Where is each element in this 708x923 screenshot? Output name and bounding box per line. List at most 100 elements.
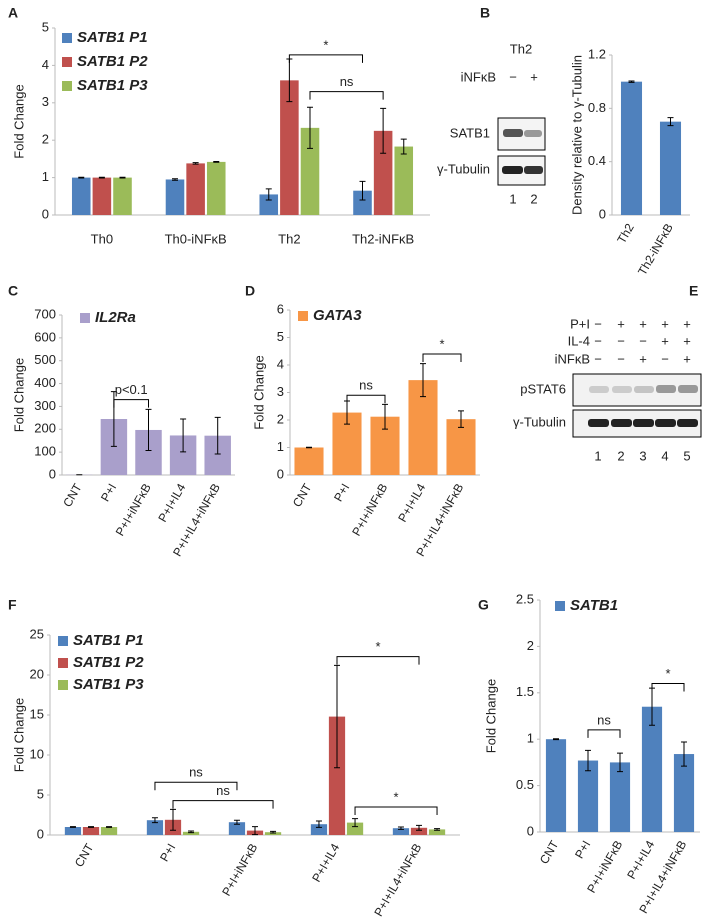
condition-label: P+I	[570, 316, 590, 331]
panel-letter: F	[8, 597, 17, 613]
legend-label: SATB1	[570, 597, 618, 614]
lane-number: 5	[683, 448, 690, 463]
bar	[577, 760, 599, 832]
significance-label: ns	[597, 712, 611, 727]
bar	[392, 828, 410, 835]
band-label: pSTAT6	[520, 381, 566, 396]
y-tick-label: 0.5	[516, 777, 534, 792]
lane-number: 3	[639, 448, 646, 463]
band	[677, 419, 698, 427]
condition-sign: −	[594, 351, 602, 366]
error-bar	[180, 418, 187, 453]
significance-label: *	[323, 37, 328, 52]
y-tick-label: 1.2	[588, 46, 606, 61]
y-tick-label: 5	[277, 329, 284, 344]
y-tick-label: 3	[42, 94, 49, 109]
panel-letter: D	[245, 283, 255, 299]
condition-sign: +	[617, 316, 625, 331]
y-axis-label: Fold Change	[11, 358, 26, 432]
significance-bracket	[587, 729, 621, 738]
bar	[428, 829, 446, 835]
error-bar	[458, 410, 464, 428]
blot-title: Th2	[510, 41, 532, 56]
error-bar	[88, 826, 94, 828]
bar	[280, 80, 299, 215]
y-tick-label: 600	[34, 329, 56, 344]
y-tick-label: 200	[34, 421, 56, 436]
significance-bracket	[154, 781, 238, 791]
y-tick-label: 1	[527, 731, 534, 746]
error-bar	[315, 820, 322, 828]
condition-sign: +	[661, 333, 669, 348]
y-tick-label: 10	[30, 746, 44, 761]
y-axis-label: Density relative to γ-Tubulin	[569, 55, 584, 215]
legend-label: SATB1 P3	[77, 77, 148, 94]
band	[502, 166, 523, 174]
lane-number: 2	[617, 448, 624, 463]
bar	[620, 81, 643, 216]
significance-bracket	[309, 91, 384, 100]
band-label: SATB1	[450, 125, 490, 140]
error-bar	[151, 817, 158, 824]
lane-number: 1	[509, 191, 516, 206]
error-bar	[400, 138, 407, 155]
error-bar	[617, 752, 623, 773]
y-tick-label: 300	[34, 398, 56, 413]
y-tick-label: 3	[277, 384, 284, 399]
band	[588, 419, 609, 427]
band	[655, 419, 676, 427]
condition-sign: +	[683, 316, 691, 331]
bar	[659, 121, 682, 215]
significance-label: ns	[216, 783, 230, 798]
band-label: γ-Tubulin	[513, 414, 566, 429]
bar	[294, 447, 324, 475]
error-bar	[334, 664, 340, 769]
x-tick-label: Th0	[91, 231, 113, 246]
y-tick-label: 15	[30, 706, 44, 721]
significance-bracket	[354, 806, 438, 815]
band	[612, 386, 632, 393]
x-tick-label: P+I+IL4	[309, 841, 342, 885]
error-bar	[585, 749, 591, 772]
error-bar	[145, 408, 152, 452]
condition-label: IL-4	[568, 333, 590, 348]
y-tick-label: 1	[277, 439, 284, 454]
x-tick-label: P+I	[331, 481, 352, 504]
y-tick-label: 2	[277, 411, 284, 426]
band	[678, 385, 698, 393]
error-bar	[681, 741, 687, 767]
bar	[353, 190, 372, 215]
band	[503, 129, 523, 137]
bar	[446, 419, 476, 475]
condition-sign: −	[617, 351, 625, 366]
x-tick-label: P+I	[98, 481, 119, 504]
lane-number: 2	[530, 191, 537, 206]
y-tick-label: 2	[42, 132, 49, 147]
y-tick-label: 0	[277, 466, 284, 481]
legend-swatch	[62, 81, 72, 91]
y-tick-label: 1	[42, 169, 49, 184]
panel-letter: B	[480, 5, 490, 21]
x-tick-label: Th2	[614, 221, 637, 246]
bar	[673, 754, 695, 832]
band	[656, 385, 676, 393]
bar	[641, 706, 663, 832]
error-bar	[434, 828, 441, 831]
x-tick-label: Th2-iNFκB	[635, 221, 676, 278]
significance-label: *	[394, 789, 399, 804]
panel-letter: A	[8, 5, 18, 21]
y-axis-label: Fold Change	[11, 84, 26, 158]
significance-label: ns	[340, 74, 354, 89]
error-bar	[252, 826, 258, 836]
error-bar	[553, 738, 559, 741]
significance-bracket	[346, 394, 386, 404]
y-tick-label: 2	[527, 638, 534, 653]
bar	[186, 163, 205, 215]
significance-bracket	[113, 399, 149, 408]
x-tick-label: P+I+IL4+iNFκB	[371, 841, 424, 919]
significance-label: ns	[189, 765, 203, 780]
bar	[71, 177, 91, 215]
bar	[113, 177, 132, 215]
condition-sign: +	[530, 69, 538, 84]
significance-bracket	[172, 800, 274, 809]
